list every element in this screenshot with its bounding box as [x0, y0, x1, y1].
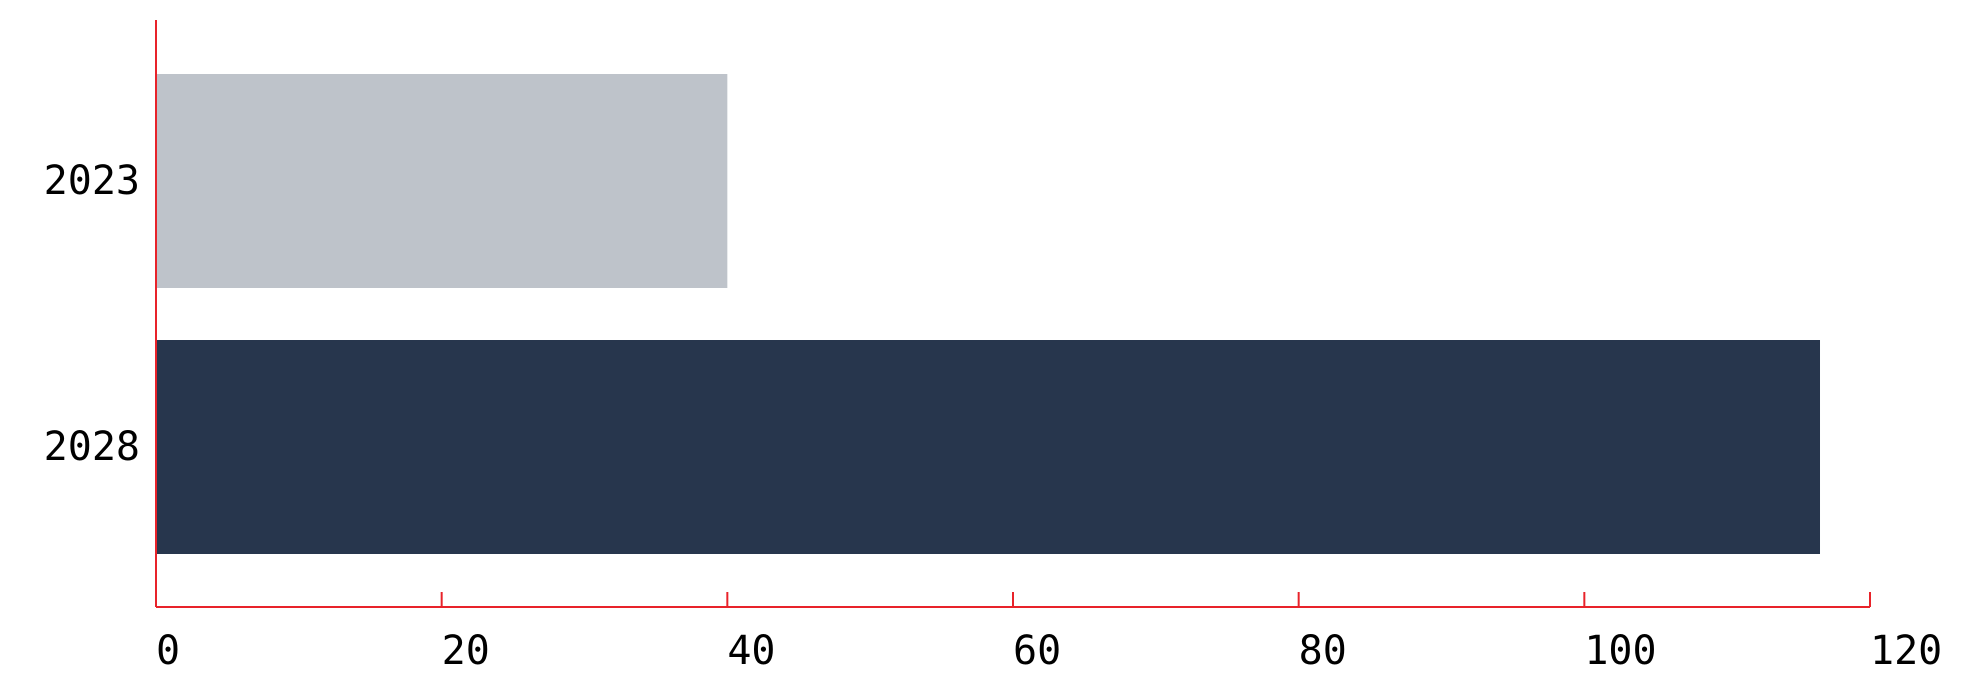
x-tick-label-20: 20: [442, 628, 490, 674]
x-tick-label-0: 0: [156, 628, 180, 674]
axes-group: [155, 20, 1871, 608]
bars-group: [156, 74, 1821, 554]
labels-group: 2023 2028 0 20 40 60 80 100 120: [44, 158, 1943, 674]
x-tick-label-80: 80: [1299, 628, 1347, 674]
x-tick-label-100: 100: [1584, 628, 1656, 674]
x-tick-label-40: 40: [727, 628, 775, 674]
x-tick-label-120: 120: [1870, 628, 1942, 674]
bar-2023: [156, 74, 728, 288]
x-tick-label-60: 60: [1013, 628, 1061, 674]
y-tick-label-2028: 2028: [44, 424, 140, 470]
bar-2028: [156, 340, 1821, 554]
y-tick-label-2023: 2023: [44, 158, 140, 204]
